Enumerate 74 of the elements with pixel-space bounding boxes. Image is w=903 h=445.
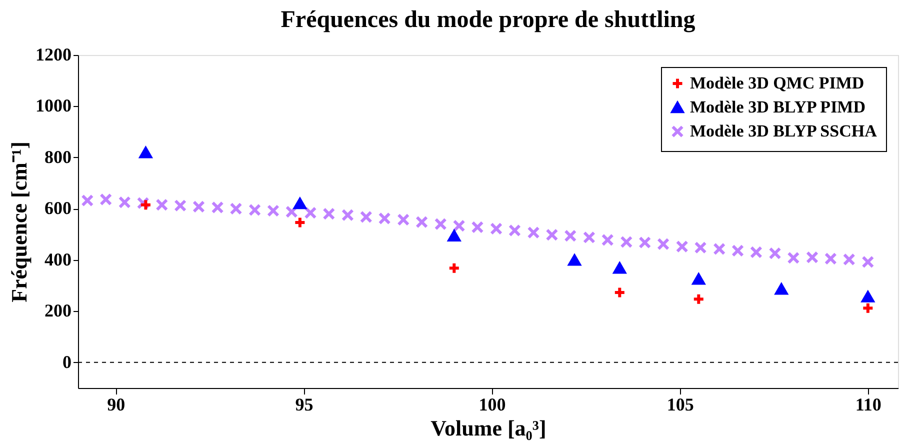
chart-title: Fréquences du mode propre de shuttling	[280, 7, 696, 33]
point	[527, 226, 540, 239]
point	[862, 291, 874, 302]
point	[775, 284, 788, 295]
x-tick-label: 100	[478, 394, 506, 414]
point	[416, 216, 428, 228]
point	[862, 256, 874, 268]
point	[806, 251, 818, 264]
point	[192, 200, 205, 213]
point	[613, 262, 626, 274]
point	[638, 236, 652, 249]
point	[266, 204, 280, 217]
point	[732, 244, 744, 257]
point	[582, 231, 596, 244]
point	[322, 208, 336, 220]
point	[508, 224, 521, 237]
point	[692, 274, 705, 285]
point	[294, 216, 306, 229]
legend-label: Modèle 3D QMC PIMD	[690, 74, 864, 92]
y-tick-label: 1200	[36, 44, 72, 64]
point	[490, 222, 503, 235]
point	[378, 212, 391, 225]
point	[118, 196, 131, 209]
point	[613, 286, 626, 299]
point	[768, 247, 782, 260]
y-axis-title: Fréquence [cm⁻¹]	[6, 142, 32, 302]
point	[174, 199, 187, 212]
point	[676, 240, 688, 253]
y-tick-label: 600	[44, 198, 72, 218]
legend-label: Modèle 3D BLYP SSCHA	[690, 122, 878, 140]
point	[434, 218, 447, 230]
point	[452, 220, 466, 232]
point	[692, 292, 705, 306]
point	[139, 146, 152, 158]
point	[568, 254, 581, 266]
point	[448, 262, 460, 274]
legend-label: Modèle 3D BLYP PIMD	[690, 98, 866, 116]
point	[211, 201, 224, 214]
x-tick-label: 105	[666, 394, 694, 414]
point	[862, 302, 874, 314]
point	[294, 198, 306, 210]
point	[824, 252, 837, 265]
point	[787, 252, 800, 264]
point	[564, 230, 577, 242]
point	[397, 213, 410, 226]
point	[360, 210, 372, 224]
point	[620, 236, 633, 248]
y-tick-label: 800	[44, 146, 72, 167]
point	[81, 194, 94, 207]
point	[448, 230, 460, 242]
point	[694, 241, 707, 254]
point	[230, 202, 242, 215]
y-tick-label: 200	[44, 300, 72, 321]
y-tick-label: 1000	[36, 96, 72, 116]
point	[546, 228, 558, 242]
point	[471, 220, 484, 234]
x-tick-label: 95	[295, 394, 314, 414]
y-tick-label: 400	[44, 249, 72, 270]
point	[100, 193, 112, 206]
point	[657, 238, 670, 250]
point	[601, 234, 614, 246]
point	[842, 253, 856, 266]
x-tick-label: 110	[855, 394, 882, 414]
point	[304, 206, 317, 220]
point	[285, 206, 298, 218]
point	[139, 198, 152, 212]
x-axis-title: Volume [a₀³]	[430, 416, 546, 440]
point	[713, 242, 726, 256]
point	[248, 204, 262, 216]
point	[341, 208, 354, 222]
point	[156, 198, 168, 212]
point	[750, 246, 762, 258]
y-tick-label: 0	[62, 352, 72, 372]
x-tick-label: 90	[107, 394, 126, 414]
